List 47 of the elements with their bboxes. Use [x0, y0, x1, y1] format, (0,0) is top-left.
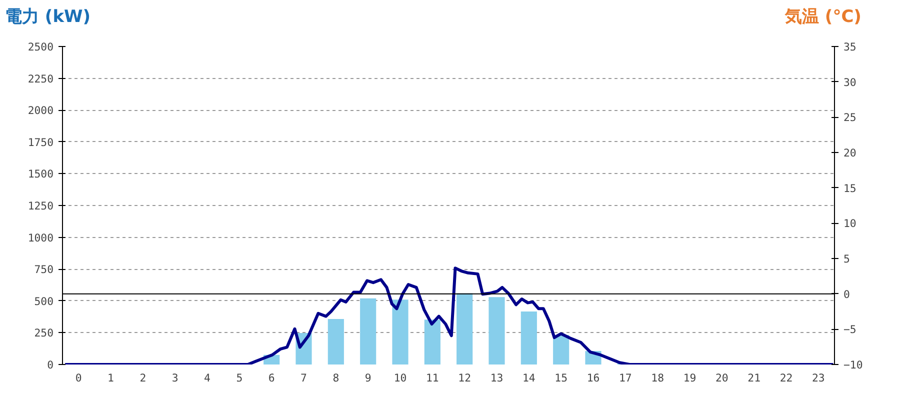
x-tick-label: 14: [522, 372, 536, 384]
y-tick-label: 1250: [28, 200, 54, 212]
y-axis-title: 電力 (kW): [5, 6, 91, 29]
y2-tick-label: 5: [844, 252, 850, 266]
y2-tick-label: 10: [844, 217, 856, 230]
x-tick-label: 0: [75, 372, 82, 384]
x-tick-label: 7: [300, 372, 307, 384]
x-tick-label: 13: [490, 372, 504, 384]
x-tick-label: 12: [458, 372, 472, 384]
x-tick-label: 3: [172, 372, 178, 384]
x-tick-label: 4: [204, 372, 210, 384]
y2-tick-label: 15: [844, 182, 856, 195]
x-tick-label: 20: [716, 372, 728, 384]
y2-tick-label: 30: [844, 76, 856, 89]
x-tick-label: 10: [394, 372, 407, 384]
y2-tick-label: 0: [844, 288, 850, 301]
x-tick-label: 16: [586, 372, 600, 384]
x-tick-label: 19: [683, 372, 696, 384]
x-tick-label: 11: [426, 372, 439, 384]
y2-tick-label: −5: [844, 323, 856, 336]
y2-axis-title: 気温 (°C): [785, 6, 862, 29]
x-tick-label: 21: [748, 372, 761, 384]
y2-tick-label: 20: [844, 146, 856, 160]
x-tick-label: 17: [619, 372, 632, 384]
y2-tick-label: −10: [844, 358, 863, 372]
y-tick-label: 750: [34, 263, 54, 276]
x-tick-label: 8: [332, 372, 340, 384]
y2-tick-label: 35: [844, 40, 856, 54]
y-tick-label: 2250: [28, 72, 54, 86]
y2-tick-label: 25: [844, 111, 856, 124]
x-tick-label: 18: [651, 372, 664, 384]
x-tick-label: 1: [108, 372, 114, 384]
x-tick-label: 5: [236, 372, 243, 384]
y-tick-label: 500: [34, 294, 54, 308]
y-tick-label: 1500: [28, 168, 54, 181]
x-tick-label: 22: [780, 372, 793, 384]
y-tick-label: 2500: [28, 40, 54, 54]
y-tick-label: 2000: [28, 104, 54, 118]
y-tick-label: 1000: [28, 231, 54, 244]
x-tick-label: 9: [364, 372, 372, 384]
x-tick-label: 2: [140, 372, 146, 384]
x-tick-label: 6: [268, 372, 275, 384]
y-tick-label: 1750: [28, 136, 54, 149]
y-tick-label: 250: [34, 326, 54, 340]
x-tick-label: 15: [554, 372, 568, 384]
x-tick-label: 23: [812, 372, 825, 384]
y-tick-label: 0: [47, 358, 54, 372]
